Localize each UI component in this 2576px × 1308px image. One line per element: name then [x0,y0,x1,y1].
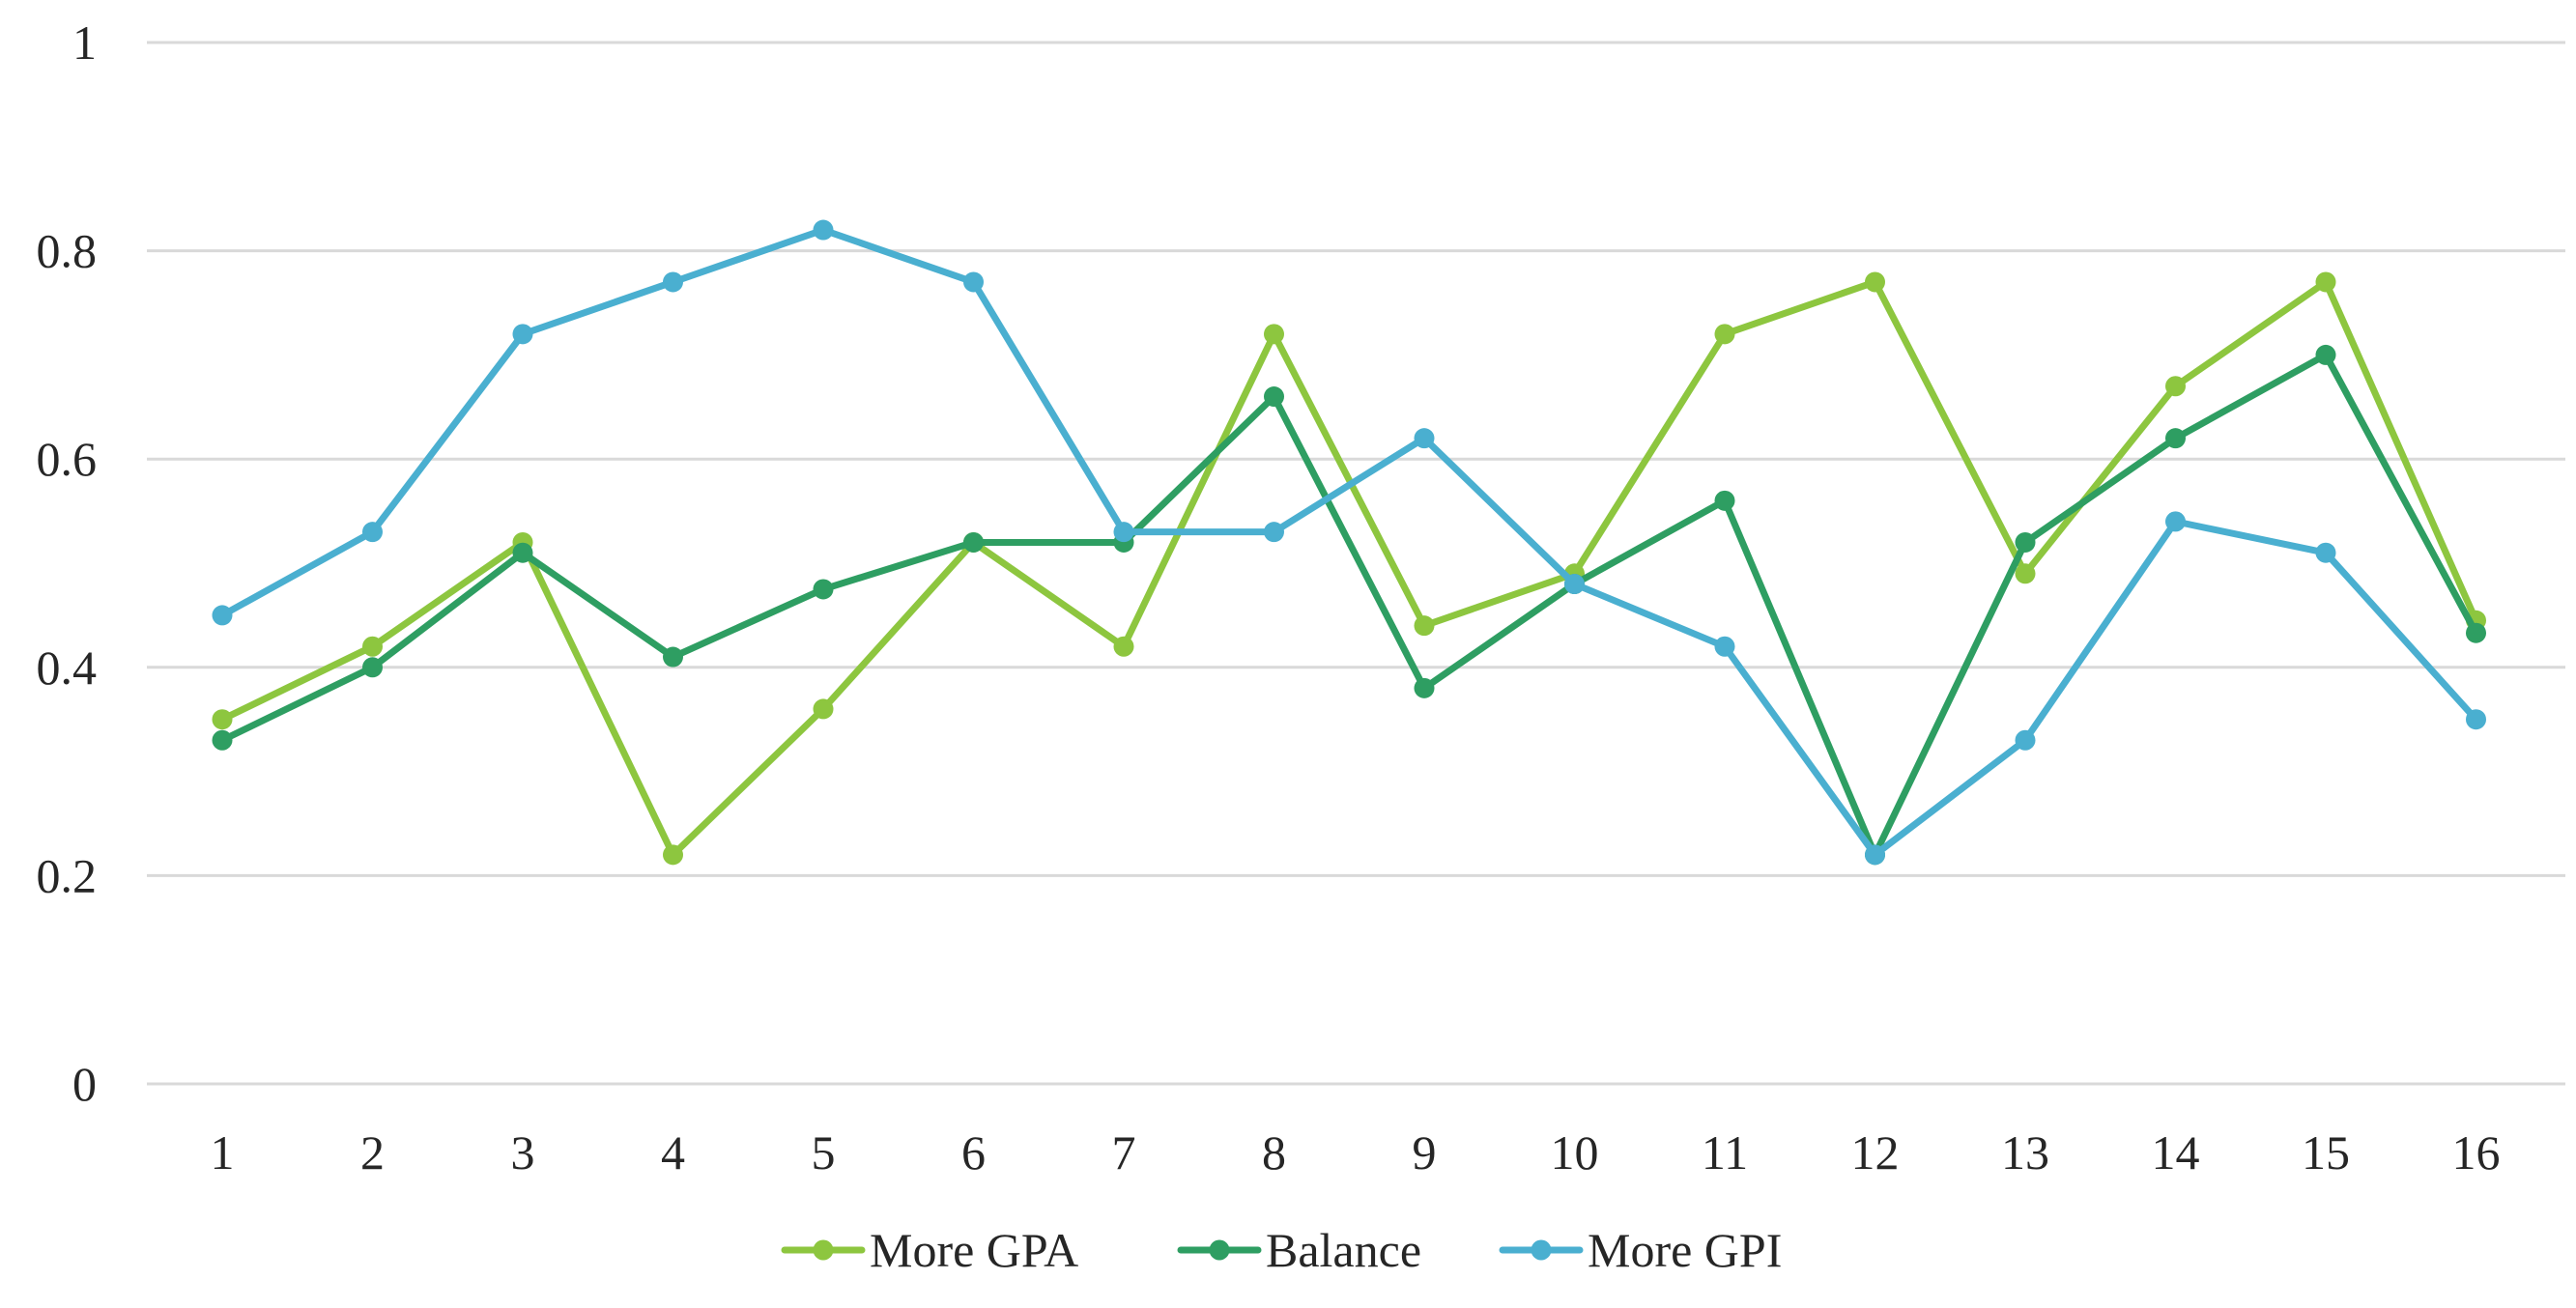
legend-label: Balance [1266,1223,1421,1277]
data-point [1714,490,1735,511]
data-point [1113,636,1134,657]
data-point [1113,522,1134,543]
series-line [218,351,2479,859]
data-point [1714,636,1735,657]
legend-item: More GPI [1499,1223,1782,1277]
series-line [218,226,2479,859]
data-point [963,271,984,293]
legend-item: Balance [1177,1223,1421,1277]
x-tick-label: 11 [1702,1125,1748,1180]
x-tick-label: 3 [511,1125,535,1180]
data-point [1264,324,1284,345]
y-tick-label: 0.8 [37,224,98,278]
data-point [2015,531,2036,553]
x-tick-label: 5 [812,1125,836,1180]
legend-swatch-marker [1209,1239,1230,1261]
data-point [2165,376,2186,397]
series-line [218,278,2479,859]
legend-swatch-marker [813,1239,834,1261]
data-point [362,657,383,678]
data-point [2165,428,2186,449]
data-point [1865,844,1885,866]
data-point [813,219,834,241]
legend: More GPA Balance More GPI [781,1223,1782,1277]
data-point [663,844,683,866]
grid-lines [147,41,2565,1086]
series-more-gpi [212,219,2486,866]
data-point [2315,271,2336,293]
x-tick-label: 9 [1413,1125,1437,1180]
data-point [1564,574,1585,595]
x-tick-label: 1 [211,1125,235,1180]
data-point [362,636,383,657]
data-point [1714,324,1735,345]
series-lines [212,219,2486,866]
data-point [2015,563,2036,584]
legend-swatch-marker [1531,1239,1552,1261]
data-point [2315,542,2336,563]
y-tick-label: 0.4 [37,640,98,695]
x-tick-label: 12 [1851,1125,1900,1180]
data-point [963,531,984,553]
data-point [2015,729,2036,751]
x-tick-label: 6 [961,1125,986,1180]
data-point [1264,386,1284,408]
x-axis-ticks: 1 2 3 4 5 6 7 8 9 10 11 12 13 14 15 16 [211,1125,2501,1180]
x-tick-label: 15 [2302,1125,2350,1180]
series-more-gpa [212,271,2486,866]
y-tick-label: 0.2 [37,848,98,902]
data-point [512,542,533,563]
x-tick-label: 2 [360,1125,385,1180]
data-point [813,698,834,720]
data-point [2466,709,2486,730]
x-tick-label: 7 [1112,1125,1136,1180]
data-point [2466,622,2486,643]
legend-label: More GPA [870,1223,1078,1277]
data-point [2315,344,2336,365]
x-tick-label: 16 [2452,1125,2501,1180]
data-point [512,324,533,345]
data-point [813,579,834,600]
data-point [212,605,233,626]
y-tick-label: 0.6 [37,432,98,486]
data-point [1264,522,1284,543]
x-tick-label: 8 [1262,1125,1286,1180]
y-tick-label: 1 [72,15,97,70]
legend-item: More GPA [781,1223,1078,1277]
data-point [1414,677,1435,698]
data-point [212,729,233,751]
legend-label: More GPI [1588,1223,1782,1277]
data-point [663,646,683,668]
data-point [663,271,683,293]
y-tick-label: 0 [72,1057,97,1111]
data-point [1414,615,1435,637]
data-point [212,709,233,730]
x-tick-label: 13 [2001,1125,2049,1180]
data-point [1865,271,1885,293]
data-point [1414,428,1435,449]
y-axis-ticks: 0 0.2 0.4 0.6 0.8 1 [37,15,98,1111]
data-point [2165,511,2186,532]
data-point [362,522,383,543]
x-tick-label: 14 [2152,1125,2200,1180]
x-tick-label: 10 [1551,1125,1599,1180]
x-tick-label: 4 [661,1125,685,1180]
